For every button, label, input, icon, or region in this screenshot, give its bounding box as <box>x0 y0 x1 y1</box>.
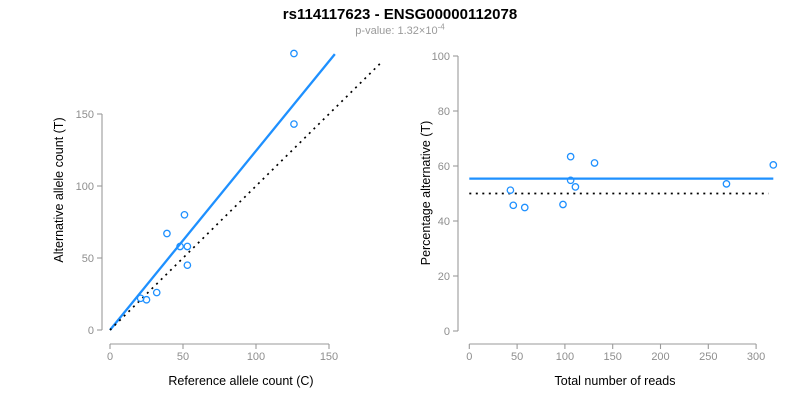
data-point <box>566 152 575 161</box>
y-tick-label: 100 <box>432 51 450 63</box>
x-tick-label: 100 <box>247 351 265 363</box>
data-point <box>180 210 189 219</box>
x-axis: 0 50 100 150 200 250 300 Total number of reads <box>466 343 765 388</box>
data-point <box>290 49 298 58</box>
x-axis-title: Total number of reads <box>555 374 676 388</box>
pvalue-exponent: -4 <box>437 22 445 32</box>
data-point <box>176 242 184 251</box>
x-tick-label: 150 <box>604 351 622 363</box>
data-point <box>142 295 151 304</box>
x-axis-title: Reference allele count (C) <box>168 374 313 388</box>
y-tick-label: 20 <box>438 271 450 283</box>
x-tick-label: 0 <box>107 351 113 363</box>
y-tick-label: 150 <box>76 109 94 121</box>
y-axis: 0 50 100 150 Alternative allele count (T) <box>52 109 103 337</box>
x-tick-label: 0 <box>466 351 472 363</box>
x-tick-label: 250 <box>699 351 717 363</box>
data-point <box>509 201 518 210</box>
x-tick-label: 200 <box>651 351 669 363</box>
identity-line <box>109 62 381 331</box>
data-point <box>520 203 529 212</box>
data-point <box>769 161 778 169</box>
data-point <box>290 120 298 128</box>
pvalue-subtitle: p-value: 1.32×10-4 <box>0 22 800 37</box>
data-point <box>722 180 731 188</box>
data-point <box>590 159 599 167</box>
x-axis: 0 50 100 150 Reference allele count (C) <box>107 343 338 388</box>
y-axis-title: Percentage alternative (T) <box>419 121 433 266</box>
pvalue-text: p-value: 1.32×10 <box>355 25 438 37</box>
data-point <box>571 183 580 191</box>
y-tick-label: 50 <box>82 253 94 265</box>
fit-line <box>109 53 336 331</box>
data-point <box>152 288 161 297</box>
figure-title: rs114117623 - ENSG00000112078 <box>282 6 518 23</box>
y-axis-title: Alternative allele count (T) <box>52 117 66 262</box>
x-tick-label: 100 <box>556 351 574 363</box>
y-tick-label: 100 <box>76 181 94 193</box>
x-tick-label: 50 <box>177 351 189 363</box>
x-tick-label: 50 <box>511 351 523 363</box>
y-axis: 0 20 40 60 80 100 Percentage alternative (T) <box>419 51 459 338</box>
y-tick-label: 0 <box>444 326 450 338</box>
x-tick-label: 150 <box>320 351 338 363</box>
x-tick-label: 300 <box>747 351 765 363</box>
y-tick-label: 80 <box>438 106 450 118</box>
y-tick-label: 60 <box>438 161 450 173</box>
data-point <box>506 186 515 195</box>
data-point <box>566 176 575 185</box>
data-point <box>183 242 192 251</box>
data-point <box>183 261 192 270</box>
y-tick-label: 0 <box>88 325 94 337</box>
data-point <box>163 229 171 238</box>
data-point <box>559 200 567 209</box>
allele-counts-scatter: 0 50 100 150 Reference allele count (C) 0 50 10… <box>52 49 381 388</box>
y-tick-label: 40 <box>438 216 450 228</box>
